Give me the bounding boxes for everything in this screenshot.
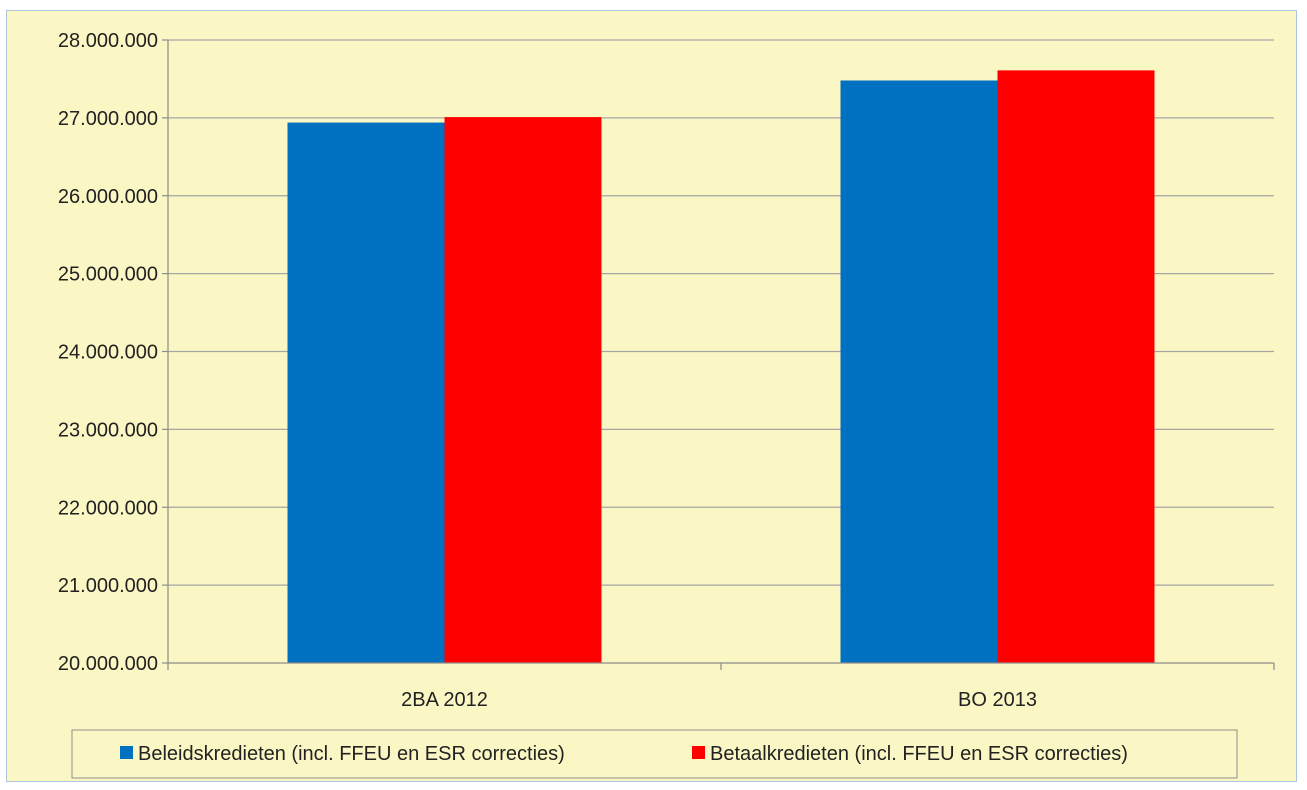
bar: [840, 80, 998, 664]
y-tick-label: 22.000.000: [58, 497, 158, 519]
x-axis-category-labels: 2BA 2012 BO 2013: [401, 689, 1037, 711]
y-tick-label: 23.000.000: [58, 419, 158, 441]
legend-box: [71, 729, 1238, 779]
y-tick-label: 20.000.000: [58, 653, 158, 675]
legend-swatch: [120, 746, 133, 759]
bar: [997, 70, 1155, 664]
legend: Beleidskredieten (incl. FFEU en ESR corr…: [71, 729, 1238, 779]
y-tick-label: 24.000.000: [58, 342, 158, 364]
bar: [444, 117, 602, 663]
legend-swatch: [692, 746, 705, 759]
y-tick-label: 26.000.000: [58, 186, 158, 208]
y-tick-label: 21.000.000: [58, 575, 158, 597]
y-axis-tick-labels: 20.000.000 21.000.000 22.000.000 23.000.000…: [58, 30, 158, 675]
x-category-label: 2BA 2012: [401, 689, 488, 711]
y-tick-label: 27.000.000: [58, 108, 158, 130]
legend-label: Beleidskredieten (incl. FFEU en ESR corr…: [138, 743, 565, 765]
bar: [287, 122, 445, 664]
axes: [162, 39, 1275, 670]
legend-label: Betaalkredieten (incl. FFEU en ESR corre…: [710, 743, 1128, 765]
y-tick-label: 25.000.000: [58, 264, 158, 286]
bars: [287, 70, 1155, 664]
y-tick-label: 28.000.000: [58, 30, 158, 52]
x-category-label: BO 2013: [958, 689, 1037, 711]
